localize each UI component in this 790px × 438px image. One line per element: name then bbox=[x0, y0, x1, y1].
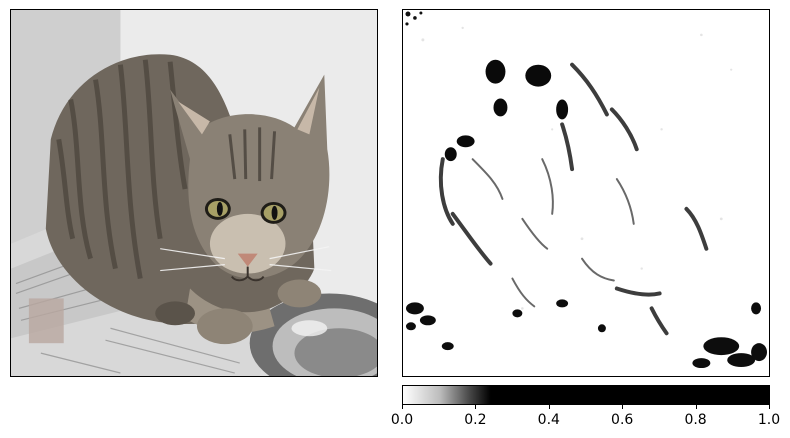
colorbar-tick-label: 0.4 bbox=[537, 412, 560, 428]
colorbar-tick bbox=[769, 404, 770, 409]
cat-photo-panel bbox=[10, 9, 378, 377]
colorbar-tick bbox=[548, 404, 550, 409]
colorbar-tick bbox=[622, 404, 624, 409]
colorbar bbox=[402, 385, 770, 405]
colorbar-tick-label: 0.0 bbox=[390, 412, 414, 428]
saliency-map-panel bbox=[402, 9, 770, 377]
colorbar-tick-label: 0.6 bbox=[611, 412, 634, 428]
colorbar-tick-label: 1.0 bbox=[757, 412, 781, 428]
colorbar-tick-label: 0.8 bbox=[684, 412, 707, 428]
colorbar-tick bbox=[695, 404, 697, 409]
saliency-map bbox=[403, 10, 769, 376]
colorbar-tick bbox=[475, 404, 477, 409]
colorbar-tick bbox=[402, 404, 403, 409]
colorbar-gradient bbox=[403, 386, 769, 404]
colorbar-tick-label: 0.2 bbox=[464, 412, 487, 428]
cat-photo bbox=[11, 10, 377, 376]
